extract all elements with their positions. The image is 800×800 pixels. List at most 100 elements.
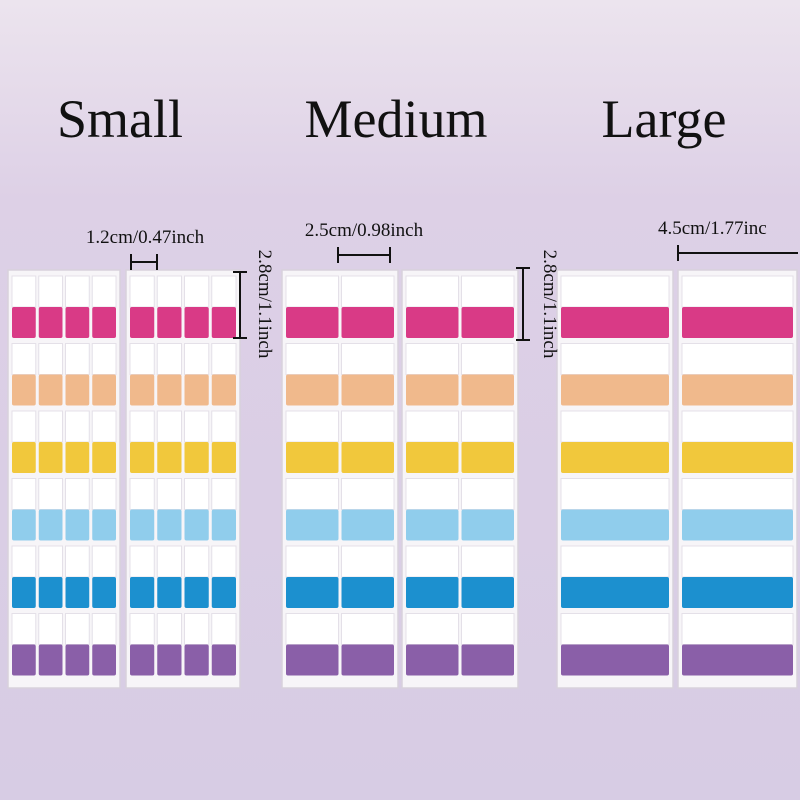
tab-clear bbox=[681, 343, 794, 375]
tab-color bbox=[211, 442, 236, 473]
tab-color bbox=[341, 644, 394, 676]
tab-clear bbox=[341, 343, 395, 375]
tab-color bbox=[38, 374, 63, 406]
tab-clear bbox=[461, 343, 515, 375]
dimension-bracket bbox=[130, 254, 158, 270]
tab-clear bbox=[405, 613, 459, 645]
tab-color bbox=[130, 577, 155, 608]
tab-clear bbox=[184, 410, 210, 443]
dimension-bracket bbox=[677, 245, 798, 261]
tab-color bbox=[211, 509, 236, 541]
tab-color bbox=[682, 644, 793, 676]
dimension-bracket bbox=[233, 271, 247, 339]
tab-clear bbox=[211, 343, 237, 375]
tab-color bbox=[561, 577, 669, 608]
tab-clear bbox=[285, 343, 339, 375]
tab-color bbox=[130, 509, 155, 541]
tab-clear bbox=[560, 478, 670, 510]
tab-clear bbox=[38, 275, 63, 308]
tab-clear bbox=[156, 275, 182, 308]
tab-clear bbox=[211, 275, 237, 308]
tab-color bbox=[12, 307, 36, 338]
tab-color bbox=[65, 442, 90, 473]
tab-color bbox=[12, 577, 36, 608]
tab-clear bbox=[681, 613, 794, 645]
tab-color bbox=[38, 307, 63, 338]
tab-clear bbox=[681, 478, 794, 510]
tab-clear bbox=[38, 613, 63, 645]
tab-clear bbox=[91, 410, 117, 443]
tab-clear bbox=[211, 613, 237, 645]
tab-color bbox=[341, 307, 394, 338]
tab-clear bbox=[560, 410, 670, 443]
tab-color bbox=[461, 644, 514, 676]
tab-clear bbox=[11, 410, 37, 443]
size-title: Large bbox=[602, 89, 727, 149]
tab-clear bbox=[405, 478, 459, 510]
tab-color bbox=[184, 644, 209, 676]
tab-clear bbox=[11, 275, 37, 308]
tab-color bbox=[461, 307, 514, 338]
tab-color bbox=[38, 644, 63, 676]
tab-clear bbox=[129, 613, 155, 645]
tab-color bbox=[65, 644, 90, 676]
tab-clear bbox=[341, 613, 395, 645]
tab-color bbox=[92, 509, 116, 541]
tab-clear bbox=[211, 478, 237, 510]
tab-clear bbox=[129, 410, 155, 443]
tab-color bbox=[157, 509, 182, 541]
tab-clear bbox=[38, 410, 63, 443]
tab-clear bbox=[129, 545, 155, 578]
tab-color bbox=[65, 374, 90, 406]
tab-clear bbox=[91, 545, 117, 578]
tab-clear bbox=[184, 478, 210, 510]
tab-clear bbox=[405, 343, 459, 375]
tab-color bbox=[65, 577, 90, 608]
dimension-label: 2.5cm/0.98inch bbox=[305, 220, 424, 241]
tab-clear bbox=[11, 343, 37, 375]
tab-color bbox=[92, 307, 116, 338]
tab-color bbox=[211, 374, 236, 406]
tab-color bbox=[286, 577, 339, 608]
tab-color bbox=[65, 307, 90, 338]
tab-clear bbox=[129, 275, 155, 308]
tab-color bbox=[561, 509, 669, 541]
tab-color bbox=[561, 307, 669, 338]
dimension-bracket bbox=[337, 247, 391, 263]
tab-color bbox=[184, 374, 209, 406]
tab-color bbox=[184, 442, 209, 473]
tab-clear bbox=[211, 410, 237, 443]
tab-color bbox=[406, 577, 459, 608]
tab-clear bbox=[38, 545, 63, 578]
tab-clear bbox=[156, 613, 182, 645]
tab-color bbox=[12, 374, 36, 406]
tab-color bbox=[184, 307, 209, 338]
tab-color bbox=[38, 509, 63, 541]
tab-color bbox=[130, 442, 155, 473]
tab-color bbox=[157, 374, 182, 406]
tab-clear bbox=[285, 410, 339, 443]
tab-color bbox=[286, 307, 339, 338]
tab-color bbox=[286, 509, 339, 541]
tab-clear bbox=[91, 613, 117, 645]
tab-clear bbox=[285, 545, 339, 578]
tab-clear bbox=[65, 410, 90, 443]
tab-color bbox=[211, 307, 236, 338]
tab-clear bbox=[184, 545, 210, 578]
tab-clear bbox=[341, 478, 395, 510]
dimension-label: 2.8cm/1.1inch bbox=[539, 250, 560, 359]
tab-clear bbox=[681, 275, 794, 308]
tab-clear bbox=[341, 545, 395, 578]
tab-color bbox=[184, 577, 209, 608]
tab-color bbox=[130, 644, 155, 676]
tab-color bbox=[561, 374, 669, 406]
tab-clear bbox=[560, 613, 670, 645]
size-title: Medium bbox=[305, 89, 488, 149]
tab-color bbox=[65, 509, 90, 541]
tab-color bbox=[682, 509, 793, 541]
tab-color bbox=[341, 509, 394, 541]
tab-color bbox=[341, 442, 394, 473]
tab-color bbox=[561, 442, 669, 473]
tab-clear bbox=[65, 343, 90, 375]
